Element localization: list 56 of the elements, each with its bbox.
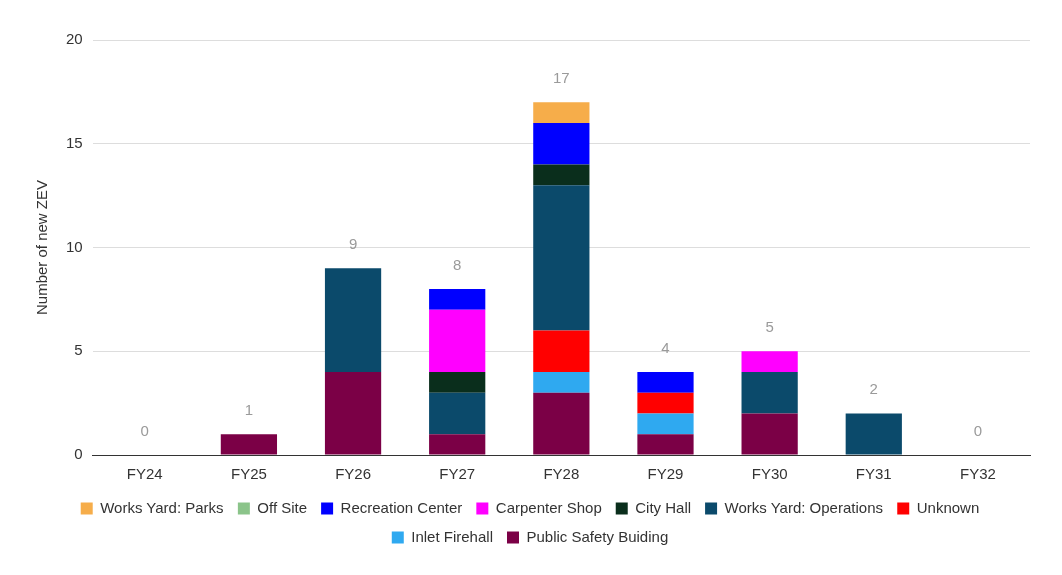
- x-tick-label: FY29: [647, 465, 684, 483]
- legend-label: Off Site: [257, 498, 308, 516]
- x-tick-label: FY25: [230, 465, 267, 483]
- y-tick-label: 10: [66, 237, 83, 255]
- legend-label: Carpenter Shop: [495, 498, 602, 516]
- legend-label: City Hall: [635, 498, 692, 516]
- y-axis-title: Number of new ZEV: [33, 179, 51, 316]
- x-tick-label: FY31: [855, 465, 892, 483]
- bar: [324, 268, 382, 372]
- bar: [741, 372, 798, 414]
- bar: [533, 102, 590, 123]
- bar: [533, 164, 590, 186]
- total-label: 1: [244, 400, 254, 418]
- x-tick-label: FY24: [126, 465, 163, 483]
- bar: [741, 351, 798, 372]
- bar: [429, 372, 486, 393]
- total-label: 4: [661, 338, 670, 356]
- total-label: 0: [140, 421, 149, 439]
- legend-label: Inlet Firehall: [411, 527, 493, 545]
- total-label: 17: [553, 68, 570, 86]
- legend-label: Public Safety Buiding: [526, 527, 669, 545]
- y-tick-label: 5: [74, 341, 83, 359]
- bar: [324, 372, 382, 455]
- bar: [845, 413, 902, 455]
- bar: [637, 434, 694, 455]
- total-label: 8: [453, 255, 462, 273]
- x-tick-label: FY26: [335, 465, 371, 483]
- total-label: 0: [973, 421, 983, 439]
- bar: [429, 434, 486, 455]
- bar: [533, 123, 590, 165]
- bar: [533, 392, 590, 455]
- bar: [429, 392, 486, 435]
- bar: [429, 289, 486, 310]
- legend-label: Works Yard: Parks: [100, 498, 224, 516]
- x-tick-label: FY27: [439, 465, 476, 483]
- x-tick-label: FY28: [543, 465, 580, 483]
- legend-label: Unknown: [916, 498, 980, 516]
- bar: [533, 185, 590, 331]
- x-tick-label: FY30: [751, 465, 788, 483]
- bar: [533, 330, 590, 372]
- total-label: 2: [869, 380, 878, 398]
- total-label: 9: [348, 234, 358, 252]
- legend-label: Recreation Center: [340, 498, 463, 516]
- y-tick-label: 0: [74, 445, 83, 463]
- bar: [637, 413, 694, 435]
- bar: [429, 309, 486, 372]
- legend-label: Works Yard: Operations: [724, 498, 883, 516]
- total-label: 5: [765, 317, 774, 335]
- bar: [741, 413, 798, 455]
- bar: [637, 392, 694, 414]
- x-tick-label: FY32: [960, 465, 996, 483]
- y-tick-label: 20: [66, 30, 83, 48]
- y-tick-label: 15: [66, 133, 83, 151]
- bar: [637, 372, 694, 393]
- bar: [533, 372, 590, 393]
- bar: [220, 434, 278, 455]
